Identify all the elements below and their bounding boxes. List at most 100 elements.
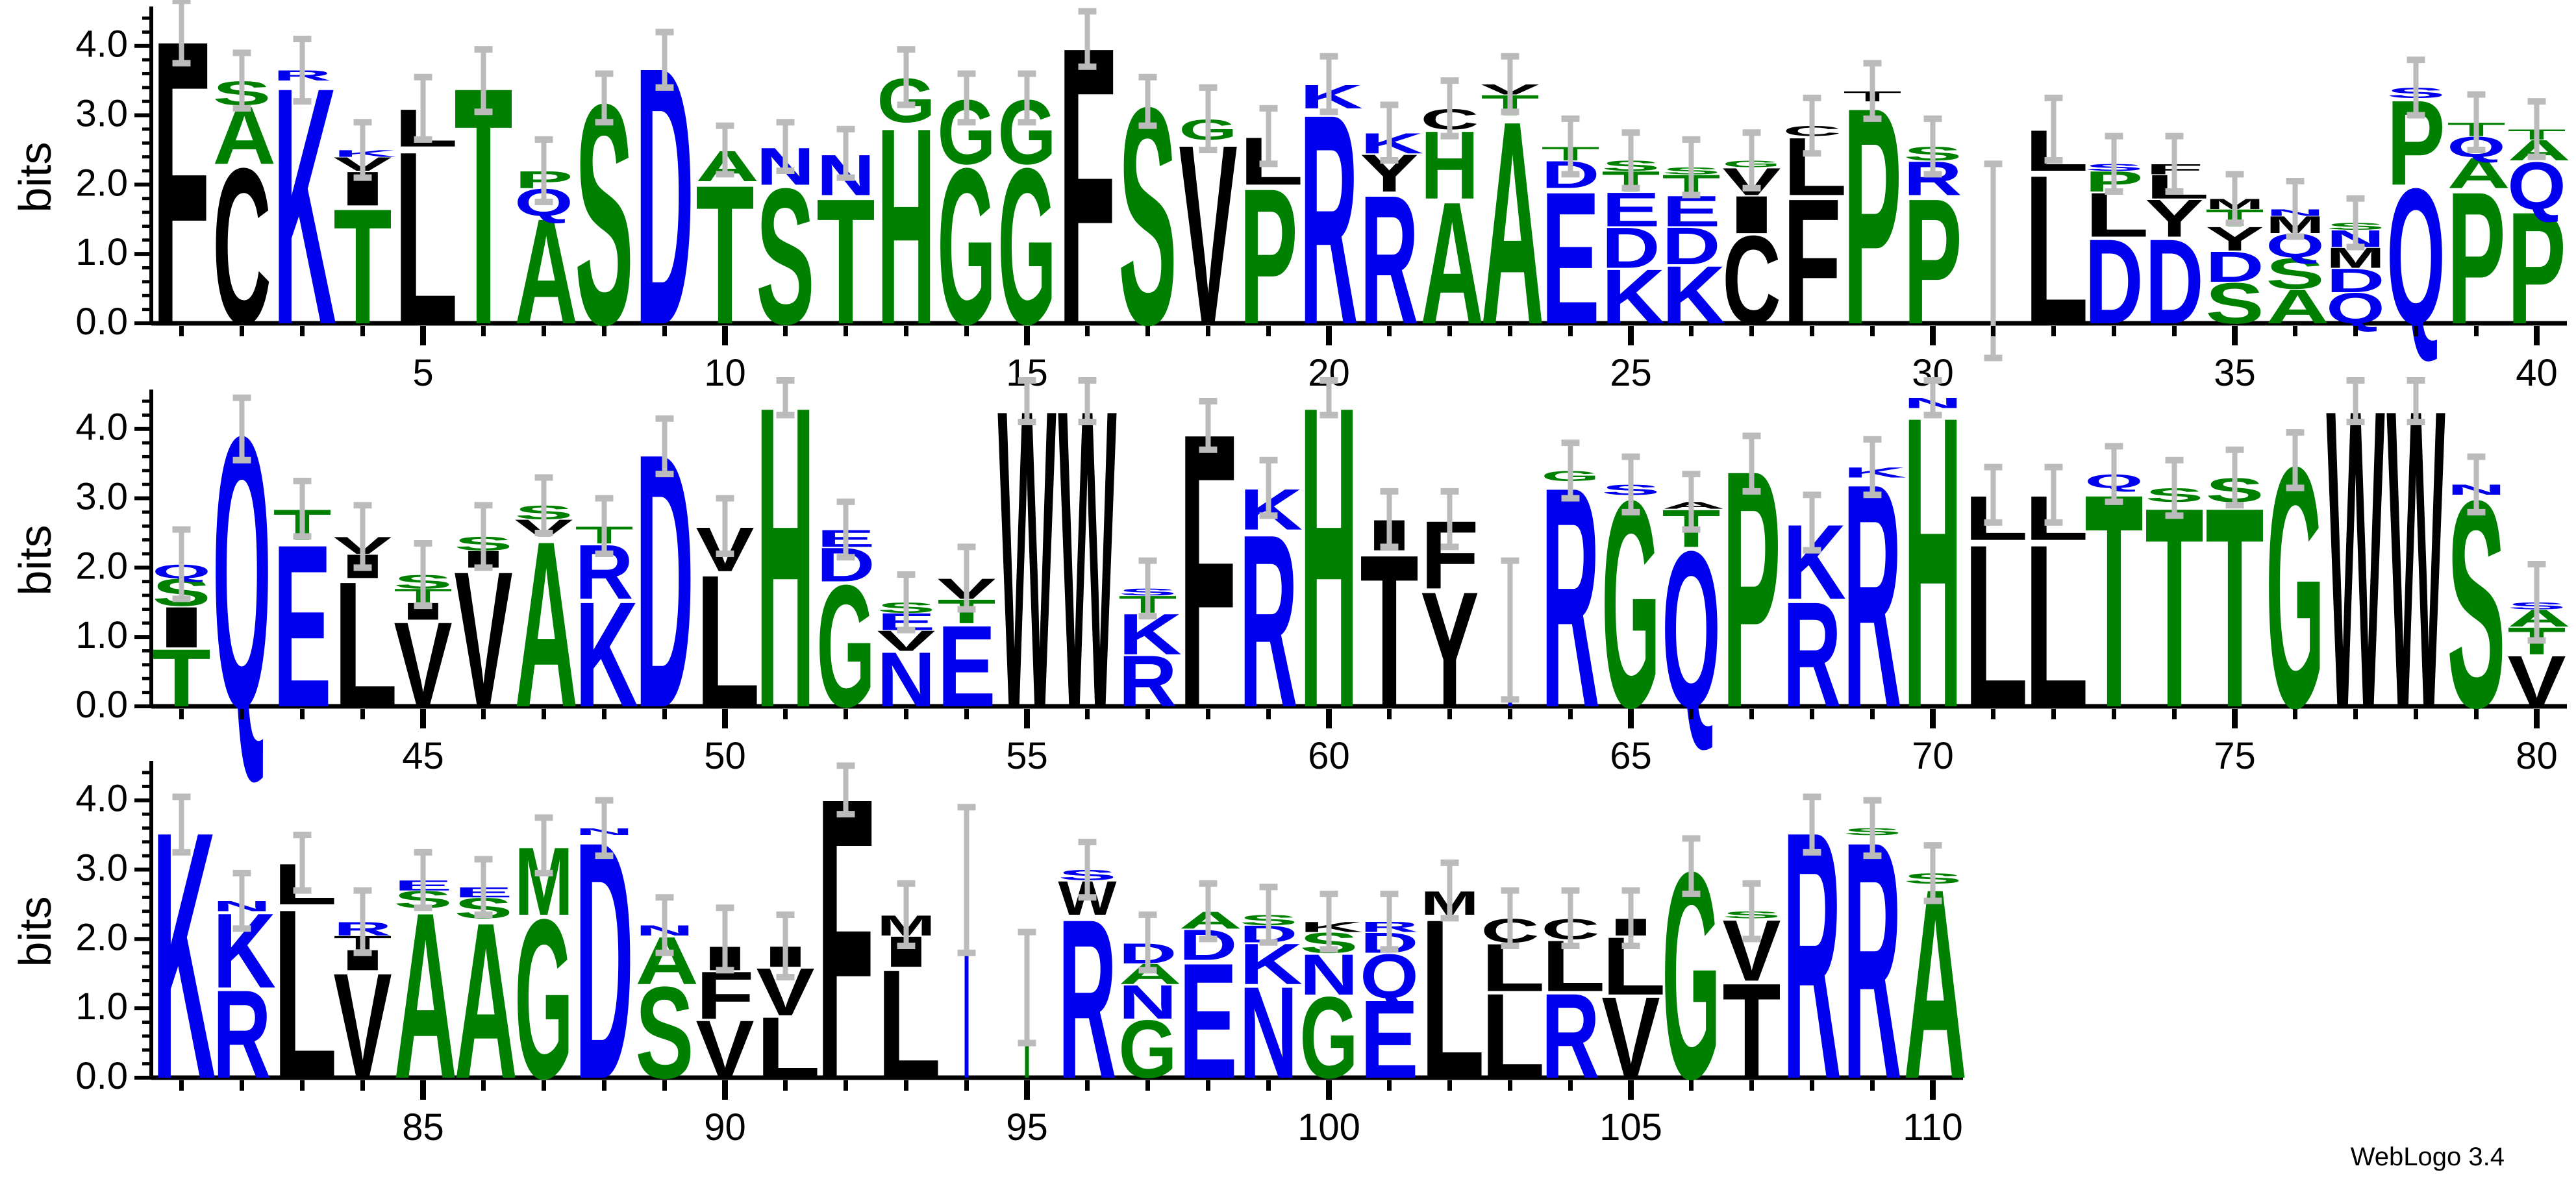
logo-stack-p76: G (2266, 396, 2324, 780)
error-bar-p86 (474, 856, 493, 918)
error-bar-p73 (2105, 443, 2123, 505)
error-bar-p64 (1561, 440, 1580, 502)
logo-stack-p93: LIM (877, 880, 942, 1111)
error-bar-p1 (172, 0, 191, 67)
error-bar-p56 (1078, 377, 1097, 426)
y-axis-title: bits (10, 142, 60, 213)
logo-letter-K: K (575, 571, 638, 739)
logo-stack-p40: PQAT (2507, 98, 2571, 358)
logo-letter-N: N (1118, 975, 1177, 1029)
logo-stack-p110: AS (1903, 832, 1967, 1135)
logo-stack-p81: K (152, 759, 216, 1154)
error-bar-p3 (293, 36, 312, 105)
x-tick-label: 65 (1610, 735, 1652, 777)
y-tick-label: 4.0 (75, 778, 128, 820)
logo-stack-p32: LL (2024, 94, 2089, 369)
y-tick-label: 0.0 (75, 1055, 128, 1097)
logo-stack-p95 (1018, 928, 1036, 1078)
y-tick-label: 2.0 (75, 545, 128, 587)
logo-stack-p12: TN (816, 125, 875, 362)
x-tick-label: 70 (1912, 735, 1954, 777)
error-bar-p75 (2225, 446, 2244, 509)
error-bar-p70 (1923, 377, 1942, 419)
x-tick-label: 50 (704, 735, 746, 777)
error-bar-p67 (1742, 432, 1761, 495)
logo-stack-p53: NVES (877, 571, 936, 723)
logo-letter-N: N (877, 636, 935, 723)
error-bar-p89 (655, 894, 674, 956)
logo-stack-p98: EDA (1179, 880, 1242, 1113)
error-bar-p21 (1380, 101, 1399, 164)
error-bar-p28 (1803, 94, 1821, 157)
logo-stack-p7: AQP (514, 136, 578, 356)
logo-stack-p5: LL (394, 73, 458, 376)
logo-stack-p84: VITR (333, 887, 392, 1110)
logo-letter-L: L (2024, 118, 2088, 183)
weblogo-version-credit: WebLogo 3.4 (2350, 1143, 2505, 1171)
y-tick-label: 2.0 (75, 162, 128, 204)
x-tick-label: 95 (1006, 1106, 1048, 1148)
x-tick-label: 45 (402, 735, 444, 777)
error-bar-p80 (2527, 561, 2546, 644)
error-bar-p104 (1561, 887, 1580, 950)
error-bar-p87 (534, 814, 553, 876)
logo-letter-Q: Q (2507, 148, 2566, 223)
error-bar-p105 (1621, 887, 1640, 950)
logo-stack-p63 (1501, 557, 1519, 706)
logo-letter-L: L (1782, 120, 1847, 212)
logo-letter-L: L (2145, 168, 2209, 206)
error-bar-p96 (1078, 838, 1097, 901)
logo-letter-L: L (756, 998, 820, 1097)
logo-stack-p25: KDETS (1601, 129, 1665, 340)
error-bar-p62 (1440, 488, 1459, 551)
logo-stack-p38: QPS (2386, 56, 2445, 364)
logo-letter-D: D (2205, 243, 2264, 291)
logo-stack-p16: F (1058, 0, 1116, 408)
error-bar-p5 (414, 73, 432, 143)
error-bar-p46 (474, 502, 493, 571)
error-bar-p72 (2044, 464, 2063, 526)
logo-stack-p68: RK (1782, 491, 1846, 739)
logo-stack-p21: RYK (1360, 101, 1423, 363)
error-bar-p51 (776, 377, 795, 419)
error-bar-p7 (534, 136, 553, 206)
logo-stack-p56: W (1058, 321, 1117, 797)
logo-letter-L: L (877, 938, 941, 1111)
logo-letter-I: I (152, 595, 210, 660)
error-bar-p108 (1803, 793, 1821, 856)
y-axis-title: bits (10, 897, 60, 967)
logo-stack-p66: QTA (1662, 471, 1725, 754)
error-bar-p106 (1682, 835, 1701, 897)
logo-stack-p19: PL (1239, 105, 1304, 365)
error-bar-p94 (957, 804, 976, 956)
logo-stack-p69: RK (1843, 418, 1907, 775)
logo-row-1: 0.01.02.03.04.0bitsTISQQETLIVVITSVISAVSK… (10, 317, 2571, 799)
logo-stack-p8: S (575, 40, 633, 391)
logo-stack-p83: LL (273, 832, 338, 1129)
error-bar-p78 (2407, 377, 2425, 426)
logo-letter-L: L (1420, 872, 1484, 1126)
logo-row-0: 0.01.02.03.04.0bitsFCASKRTIVKLLTAQPSDTAS… (10, 0, 2571, 410)
logo-stack-p18: VG (1179, 84, 1238, 378)
logo-letter-Y: Y (2145, 188, 2203, 248)
error-bar-p63 (1501, 557, 1519, 703)
error-bar-p31 (1984, 160, 2003, 362)
logo-stack-p39: PAQT (2447, 91, 2510, 364)
error-bar-p103 (1501, 887, 1519, 950)
logo-stack-p49: D (635, 377, 694, 783)
x-tick-label: 55 (1006, 735, 1048, 777)
logo-stack-p102: LM (1420, 859, 1485, 1126)
error-bar-p102 (1440, 859, 1459, 922)
logo-stack-p1: F (152, 0, 211, 410)
error-bar-p93 (897, 880, 916, 950)
logo-stack-p44: LIV (333, 502, 398, 745)
error-bar-p60 (1319, 377, 1338, 419)
logo-letter-Q: Q (2326, 284, 2384, 333)
logo-letter-F: F (152, 0, 210, 410)
error-bar-p58 (1199, 398, 1218, 453)
x-tick-label: 75 (2214, 735, 2256, 777)
logo-stack-p74: TS (2145, 448, 2203, 767)
logo-stack-p99: NKDS (1239, 884, 1303, 1106)
logo-stack-p48: KRT (575, 495, 638, 739)
error-bar-p82 (232, 869, 251, 932)
